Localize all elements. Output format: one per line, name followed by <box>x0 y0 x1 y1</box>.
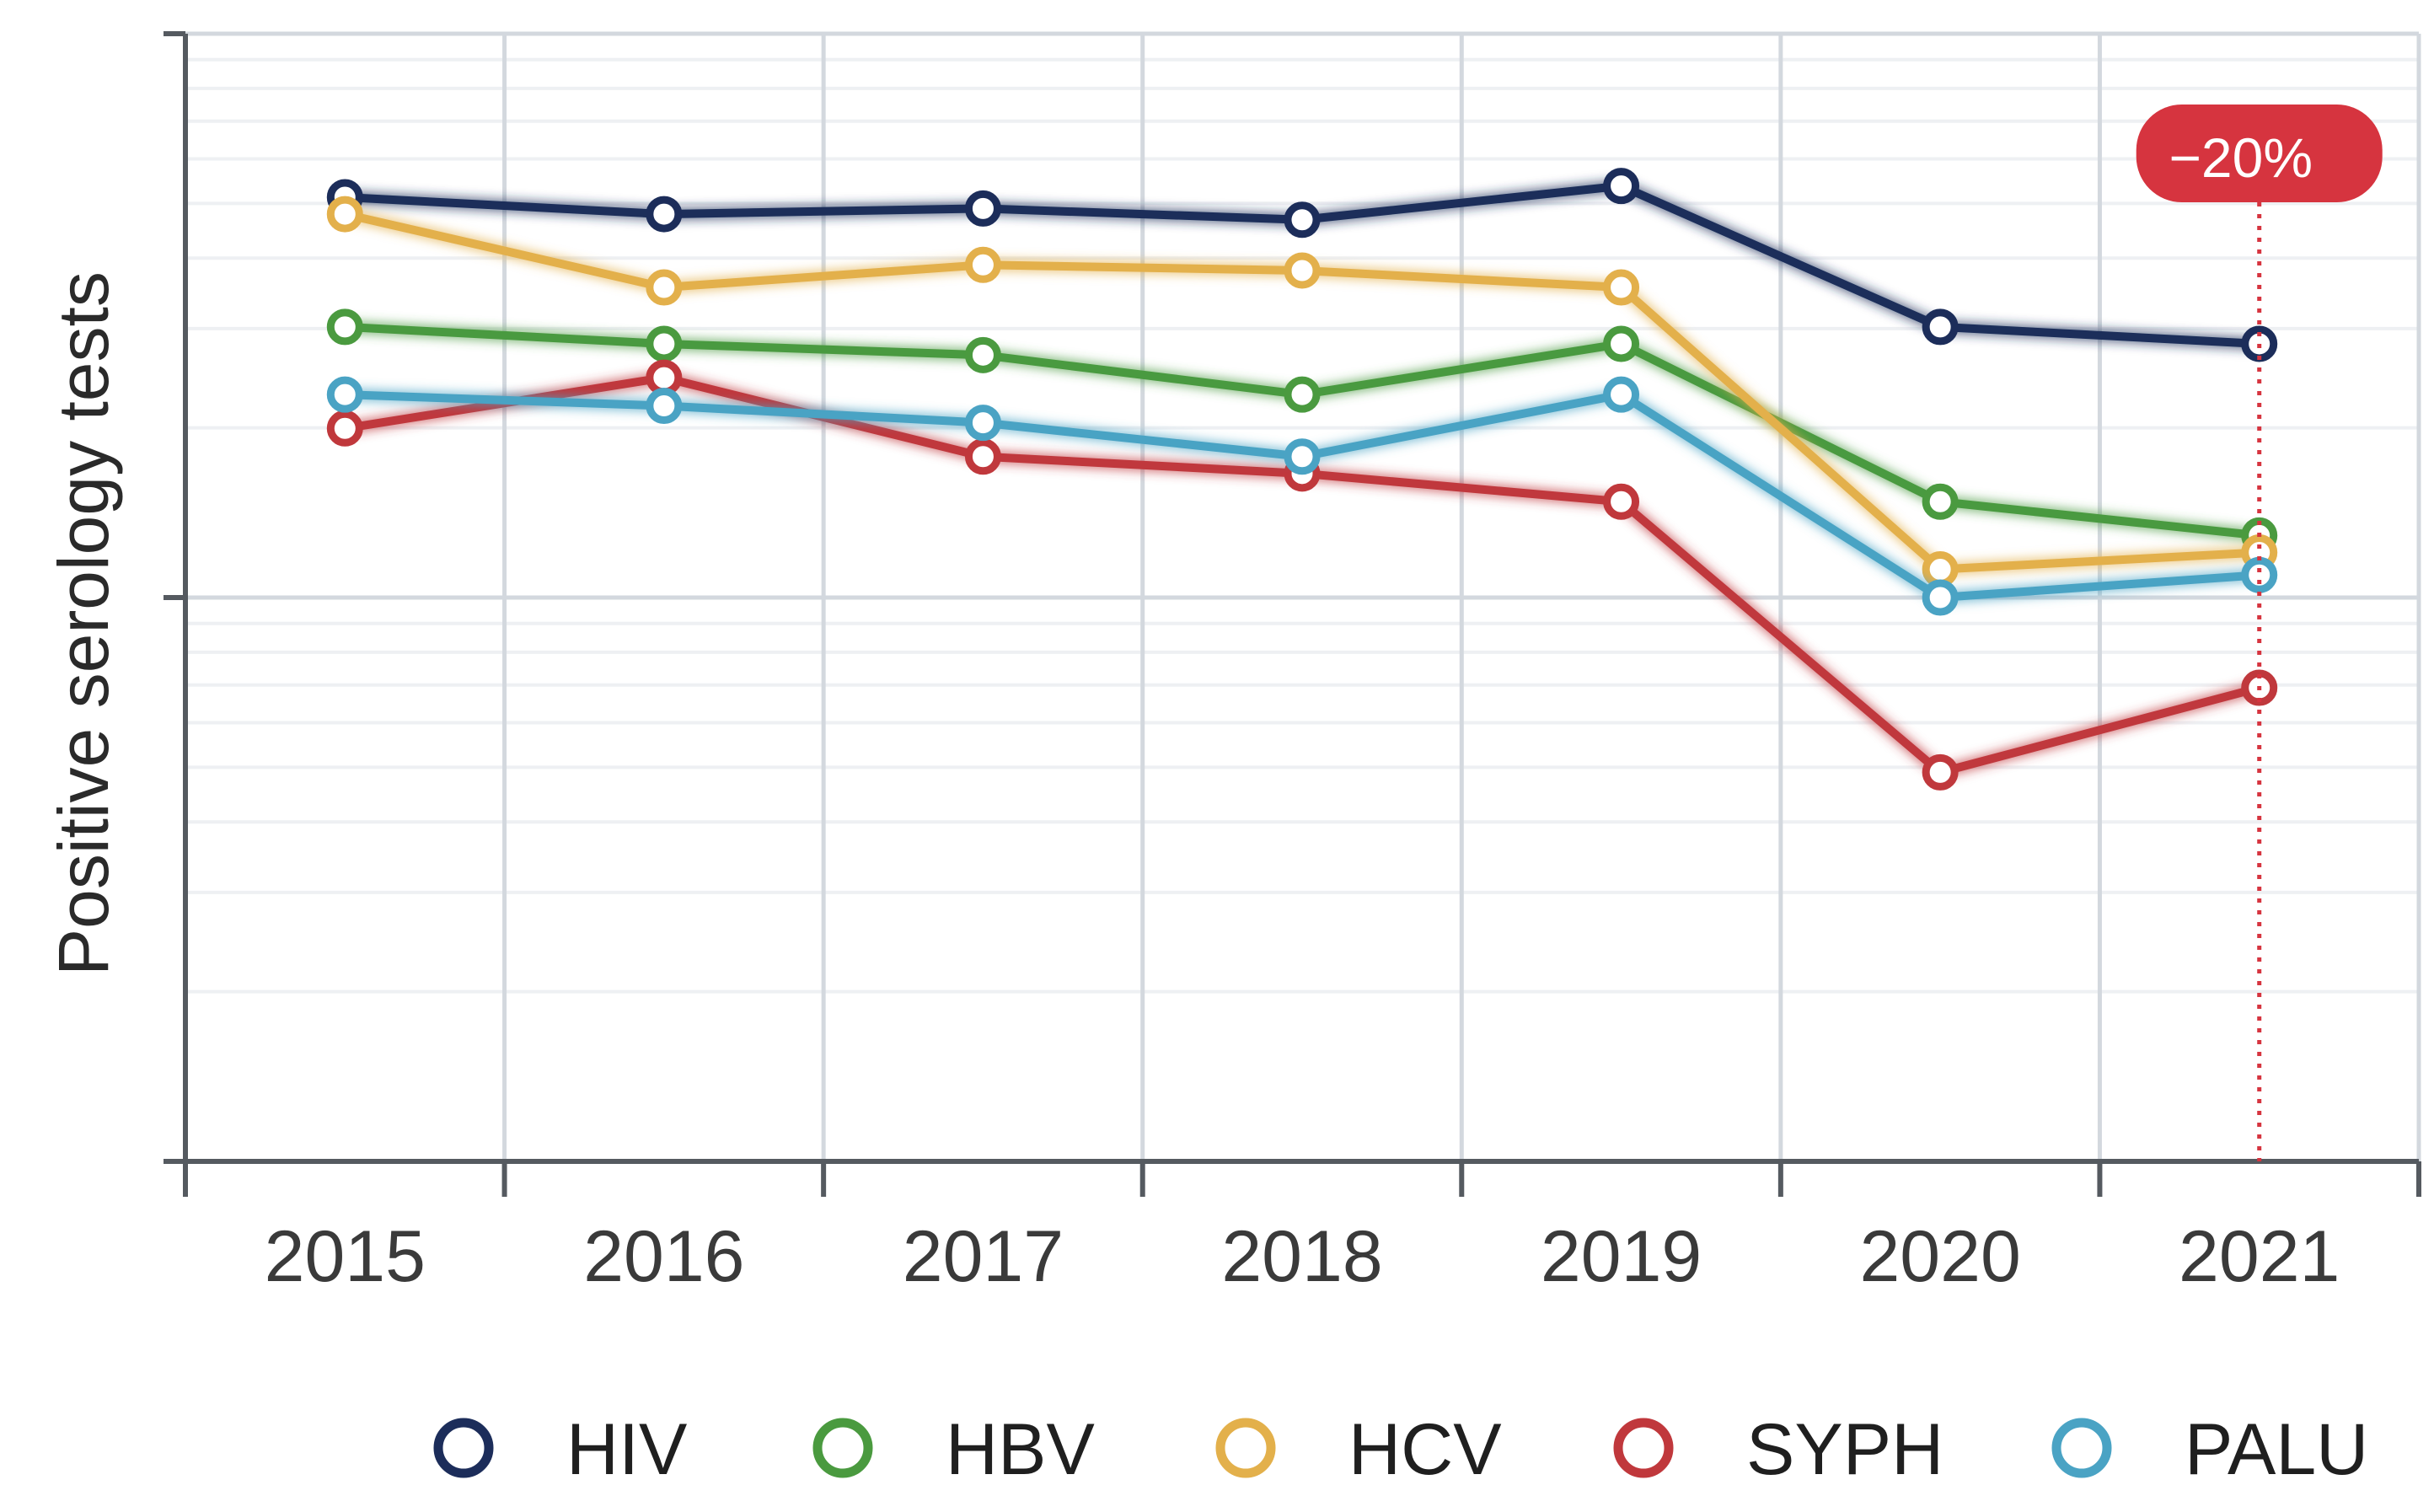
data-point-hiv <box>1603 168 1640 205</box>
data-point-hcv <box>646 269 683 306</box>
legend-label-palu: PALU <box>2185 1409 2368 1490</box>
legend-label-syph: SYPH <box>1746 1409 1943 1490</box>
x-tick-label: 2019 <box>1541 1216 1702 1297</box>
data-point-hcv <box>326 196 363 233</box>
x-tick-label: 2017 <box>903 1216 1064 1297</box>
legend-item-syph[interactable]: SYPH <box>1554 1409 1943 1490</box>
data-point-hcv <box>964 246 1001 283</box>
legend-item-palu[interactable]: PALU <box>1992 1409 2368 1490</box>
legend-swatch-marker-hcv <box>1215 1418 1276 1478</box>
data-point-palu <box>326 376 363 413</box>
legend-swatch-marker-hiv <box>433 1418 494 1478</box>
data-point-hbv <box>964 336 1001 373</box>
data-point-palu <box>1603 376 1640 413</box>
legend-item-hiv[interactable]: HIV <box>374 1409 687 1490</box>
legend: HIV HBV HCV SYPH PALU <box>374 1409 2368 1490</box>
legend-label-hbv: HBV <box>946 1409 1095 1490</box>
series-layer <box>326 168 2278 791</box>
data-point-hiv <box>964 190 1001 227</box>
legend-label-hiv: HIV <box>566 1409 687 1490</box>
legend-swatch-marker-hbv <box>812 1418 873 1478</box>
data-point-hiv <box>1284 201 1321 239</box>
x-tick-label: 2018 <box>1221 1216 1382 1297</box>
x-tick-label: 2015 <box>265 1216 426 1297</box>
annotation-layer: −20% <box>2136 105 2383 1161</box>
legend-item-hbv[interactable]: HBV <box>753 1409 1095 1490</box>
data-point-hiv <box>646 196 683 233</box>
data-point-syph <box>646 359 683 396</box>
data-point-palu <box>646 388 683 425</box>
data-point-hbv <box>1284 376 1321 413</box>
data-point-syph <box>1922 753 1959 791</box>
data-point-hbv <box>1603 325 1640 362</box>
legend-swatch-marker-syph <box>1613 1418 1674 1478</box>
annotation-label: −20% <box>2169 126 2313 189</box>
legend-label-hcv: HCV <box>1348 1409 1502 1490</box>
data-point-syph <box>1603 483 1640 520</box>
data-point-palu <box>2241 556 2278 593</box>
x-tick-label: 2020 <box>1859 1216 2020 1297</box>
data-point-syph <box>964 438 1001 475</box>
data-point-hbv <box>326 308 363 346</box>
legend-item-hcv[interactable]: HCV <box>1156 1409 1502 1490</box>
data-point-hcv <box>1284 252 1321 289</box>
x-tick-label: 2021 <box>2179 1216 2340 1297</box>
data-point-hcv <box>1603 269 1640 306</box>
legend-swatch-marker-palu <box>2051 1418 2112 1478</box>
data-point-palu <box>964 405 1001 442</box>
data-point-palu <box>1284 438 1321 475</box>
data-point-hbv <box>646 325 683 362</box>
data-point-hcv <box>1922 551 1959 588</box>
data-point-hiv <box>1922 308 1959 346</box>
data-point-palu <box>1922 579 1959 616</box>
data-point-hbv <box>1922 483 1959 520</box>
x-tick-label: 2016 <box>583 1216 744 1297</box>
annotation-badge <box>2136 105 2383 202</box>
axis-layer: 2015 2016 2017 2018 2019 2020 2021 <box>164 31 2421 1297</box>
data-point-syph <box>326 410 363 447</box>
y-axis-title: Positive serology tests <box>44 271 123 976</box>
